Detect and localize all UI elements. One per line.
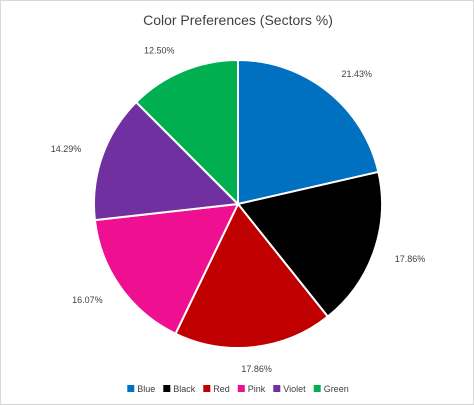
data-labels: 21.43% 17.86% 17.86% 16.07% 14.29% 12.50% <box>51 46 425 374</box>
legend-item-red: Red <box>203 384 230 394</box>
chart-title: Color Preferences (Sectors %) <box>143 12 333 28</box>
data-label-blue: 21.43% <box>342 69 373 79</box>
data-label-green: 12.50% <box>144 46 175 56</box>
legend-label-pink: Pink <box>248 384 266 394</box>
legend-swatch-violet <box>273 385 281 392</box>
data-label-black: 17.86% <box>395 254 426 264</box>
legend-item-green: Green <box>313 384 349 394</box>
legend-item-pink: Pink <box>237 384 266 394</box>
pie-slice-green <box>134 58 239 207</box>
pie-slice-pink <box>93 202 240 336</box>
legend-swatch-blue <box>127 385 135 392</box>
legend-swatch-pink <box>237 385 245 392</box>
pie-slice-red <box>174 202 330 349</box>
legend: Blue Black Red Pink Violet Green <box>127 384 349 394</box>
legend-label-blue: Blue <box>137 384 155 394</box>
pie-slice-violet <box>93 100 241 222</box>
legend-label-green: Green <box>324 384 349 394</box>
data-label-pink: 16.07% <box>72 295 103 305</box>
legend-item-violet: Violet <box>273 384 306 394</box>
legend-item-blue: Blue <box>127 384 155 394</box>
legend-swatch-black <box>163 385 171 392</box>
legend-label-red: Red <box>213 384 230 394</box>
pie-slice-black <box>236 170 383 318</box>
legend-label-black: Black <box>173 384 196 394</box>
legend-swatch-red <box>203 385 211 392</box>
pie-slice-blue <box>237 58 380 206</box>
pie-slices <box>93 58 383 349</box>
legend-label-violet: Violet <box>283 384 306 394</box>
legend-item-black: Black <box>163 384 196 394</box>
legend-swatch-green <box>313 385 321 392</box>
data-label-red: 17.86% <box>241 364 272 374</box>
data-label-violet: 14.29% <box>51 144 82 154</box>
